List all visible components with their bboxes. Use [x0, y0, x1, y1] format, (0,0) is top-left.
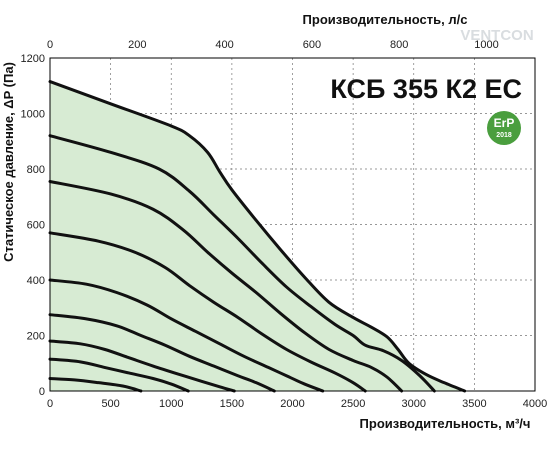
fan-curve-4	[48, 231, 367, 393]
fan-curve-6	[48, 313, 276, 393]
y-tick-label: 200	[27, 331, 45, 343]
top-x-axis-title: Производительность, л/с	[303, 12, 468, 27]
top-x-tick-label: 600	[303, 39, 321, 51]
fan-curve-7	[48, 339, 236, 393]
fan-curve-5	[48, 278, 325, 393]
y-tick-labels: 0 200 400 600 800 1000 1200	[21, 53, 45, 398]
fan-curve-3	[48, 179, 404, 393]
top-x-tick-label: 800	[390, 39, 408, 51]
top-x-tick-label: 0	[47, 39, 53, 51]
x-axis-title: Производительность, м³/ч	[360, 416, 531, 431]
y-axis-title: Статическое давление, ΔP (Па)	[1, 62, 16, 262]
x-tick-label: 3500	[462, 398, 486, 410]
erp-2018-badge: ErP 2018	[487, 111, 521, 145]
erp-badge-bottom: 2018	[496, 132, 512, 139]
x-tick-label: 4000	[523, 398, 547, 410]
y-tick-label: 0	[39, 386, 45, 398]
watermark-logo: VENTCON	[460, 27, 533, 44]
fan-curves	[48, 80, 467, 393]
y-tick-label: 1000	[21, 109, 45, 121]
fan-curve-1	[48, 80, 467, 393]
top-x-tick-label: 200	[128, 39, 146, 51]
top-x-tick-label: 1000	[474, 39, 498, 51]
y-tick-label: 1200	[21, 53, 45, 65]
erp-badge-top: ErP	[494, 116, 515, 130]
top-x-tick-label: 400	[215, 39, 233, 51]
x-tick-label: 0	[47, 398, 53, 410]
x-tick-labels: 0 500 1000 1500 2000 2500 3000 3500 4000	[47, 398, 547, 410]
fan-curve-8	[48, 357, 190, 393]
x-tick-label: 3000	[402, 398, 426, 410]
fan-curve-2	[48, 134, 436, 393]
x-tick-label: 2000	[280, 398, 304, 410]
y-tick-label: 400	[27, 275, 45, 287]
x-tick-label: 2500	[341, 398, 365, 410]
operating-area-fill	[50, 81, 465, 392]
x-tick-label: 500	[101, 398, 119, 410]
plot-frame	[49, 57, 536, 392]
y-tick-label: 600	[27, 220, 45, 232]
x-tick-label: 1500	[220, 398, 244, 410]
chart-title: КСБ 355 К2 ЕС	[330, 74, 522, 104]
top-x-tick-labels: 0 200 400 600 800 1000	[47, 39, 499, 51]
x-tick-label: 1000	[159, 398, 183, 410]
y-tick-label: 800	[27, 164, 45, 176]
fan-curve-9	[48, 377, 143, 393]
